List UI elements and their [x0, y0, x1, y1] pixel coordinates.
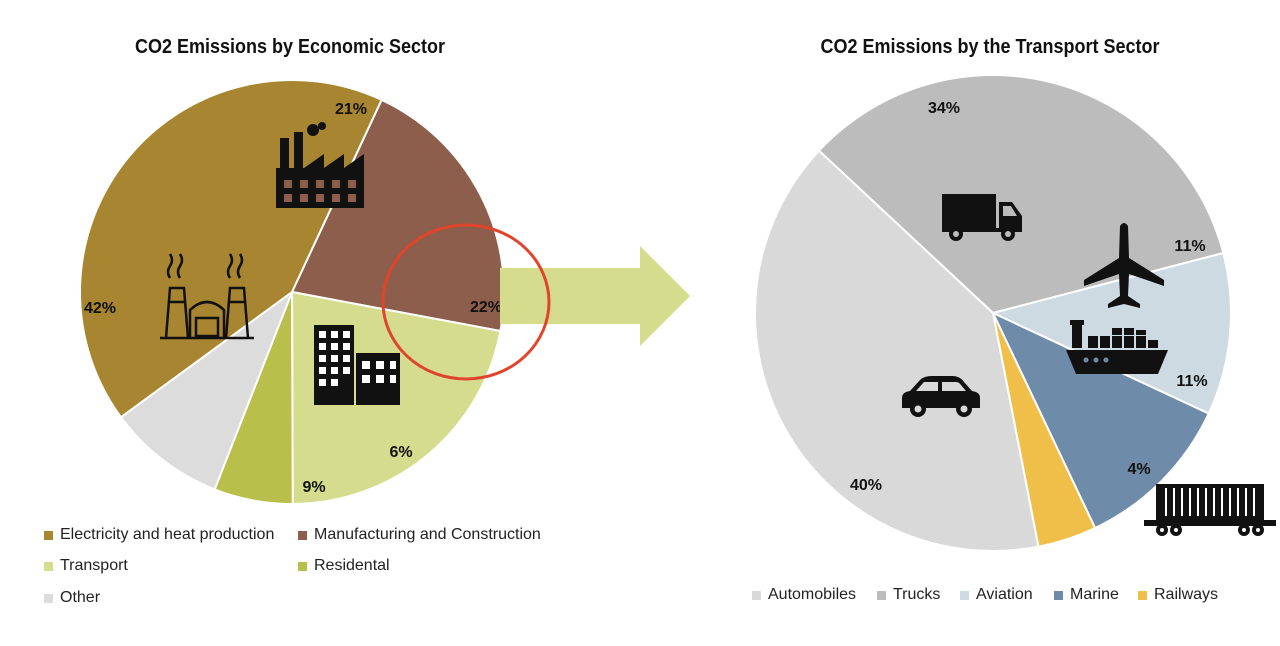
right-chart-title: CO2 Emissions by the Transport Sector [820, 36, 1160, 58]
economic-legend-label: Manufacturing and Construction [314, 526, 541, 543]
economic-legend-item-electricity-and-heat-production: Electricity and heat production [44, 526, 274, 544]
transport-legend-item-railways: Railways [1138, 586, 1218, 604]
economic-label-transport: 22% [470, 299, 502, 316]
transport-legend-swatch [960, 590, 969, 600]
economic-legend-swatch [44, 593, 53, 603]
power-plant-icon [160, 253, 254, 340]
transport-legend-label: Marine [1070, 586, 1119, 603]
economic-label-other: 9% [302, 479, 325, 496]
transport-legend-label: Railways [1154, 586, 1219, 603]
economic-legend-label: Transport [60, 557, 128, 574]
truck-icon [942, 194, 1022, 241]
transport-legend-swatch [752, 590, 761, 600]
economic-legend-item-manufacturing-and-construction: Manufacturing and Construction [298, 526, 541, 544]
transport-legend-item-automobiles: Automobiles [752, 586, 856, 604]
transport-label-aviation: 11% [1174, 238, 1205, 255]
car-icon [902, 376, 980, 417]
highlight-circle [381, 223, 551, 381]
economic-slice-other [119, 289, 295, 491]
economic-legend-item-other: Other [44, 589, 100, 607]
left-chart-title: CO2 Emissions by Economic Sector [134, 36, 446, 58]
economic-label-manufacturing-and-construction: 21% [335, 101, 367, 118]
arrow-right-icon [500, 246, 690, 346]
transport-label-railways: 4% [1127, 461, 1150, 478]
cargo-ship-icon [1066, 320, 1168, 374]
transport-legend-label: Automobiles [768, 586, 857, 603]
transport-legend-swatch [1138, 590, 1147, 600]
economic-label-electricity-and-heat-production: 42% [84, 300, 116, 317]
economic-legend-item-transport: Transport [44, 557, 128, 575]
economic-slice-electricity-and-heat-production [79, 79, 383, 419]
transport-label-trucks: 34% [928, 100, 960, 117]
transport-legend-item-marine: Marine [1054, 586, 1119, 604]
transport-slice-marine [990, 310, 1211, 530]
airplane-icon [1084, 223, 1164, 308]
economic-legend-swatch [44, 530, 53, 540]
economic-legend-item-residental: Residental [298, 557, 390, 575]
economic-legend-swatch [298, 561, 307, 571]
economic-legend-label: Other [60, 589, 101, 606]
economic-sector-pie: 21% 22% 6% 9% 42% [79, 79, 505, 506]
buildings-icon [314, 325, 400, 405]
economic-legend-label: Electricity and heat production [60, 526, 275, 543]
economic-legend-label: Residental [314, 557, 390, 574]
transport-legend-item-aviation: Aviation [960, 586, 1033, 604]
freight-railcar-icon [1144, 484, 1276, 536]
transport-legend-swatch [1054, 590, 1063, 600]
transport-sector-pie: 34% 11% 11% 4% 40% [754, 74, 1232, 552]
transport-legend-item-trucks: Trucks [877, 586, 940, 604]
transport-legend-label: Aviation [976, 586, 1033, 603]
transport-legend-swatch [877, 590, 886, 600]
factory-icon [276, 122, 364, 208]
transport-slice-automobiles [754, 149, 1040, 552]
economic-legend-swatch [298, 530, 307, 540]
transport-label-marine: 11% [1176, 373, 1207, 390]
economic-legend-swatch [44, 561, 53, 571]
economic-label-residental: 6% [389, 444, 412, 461]
transport-slice-aviation [990, 251, 1232, 415]
transport-legend-label: Trucks [893, 586, 941, 603]
transport-label-automobiles: 40% [850, 477, 882, 494]
